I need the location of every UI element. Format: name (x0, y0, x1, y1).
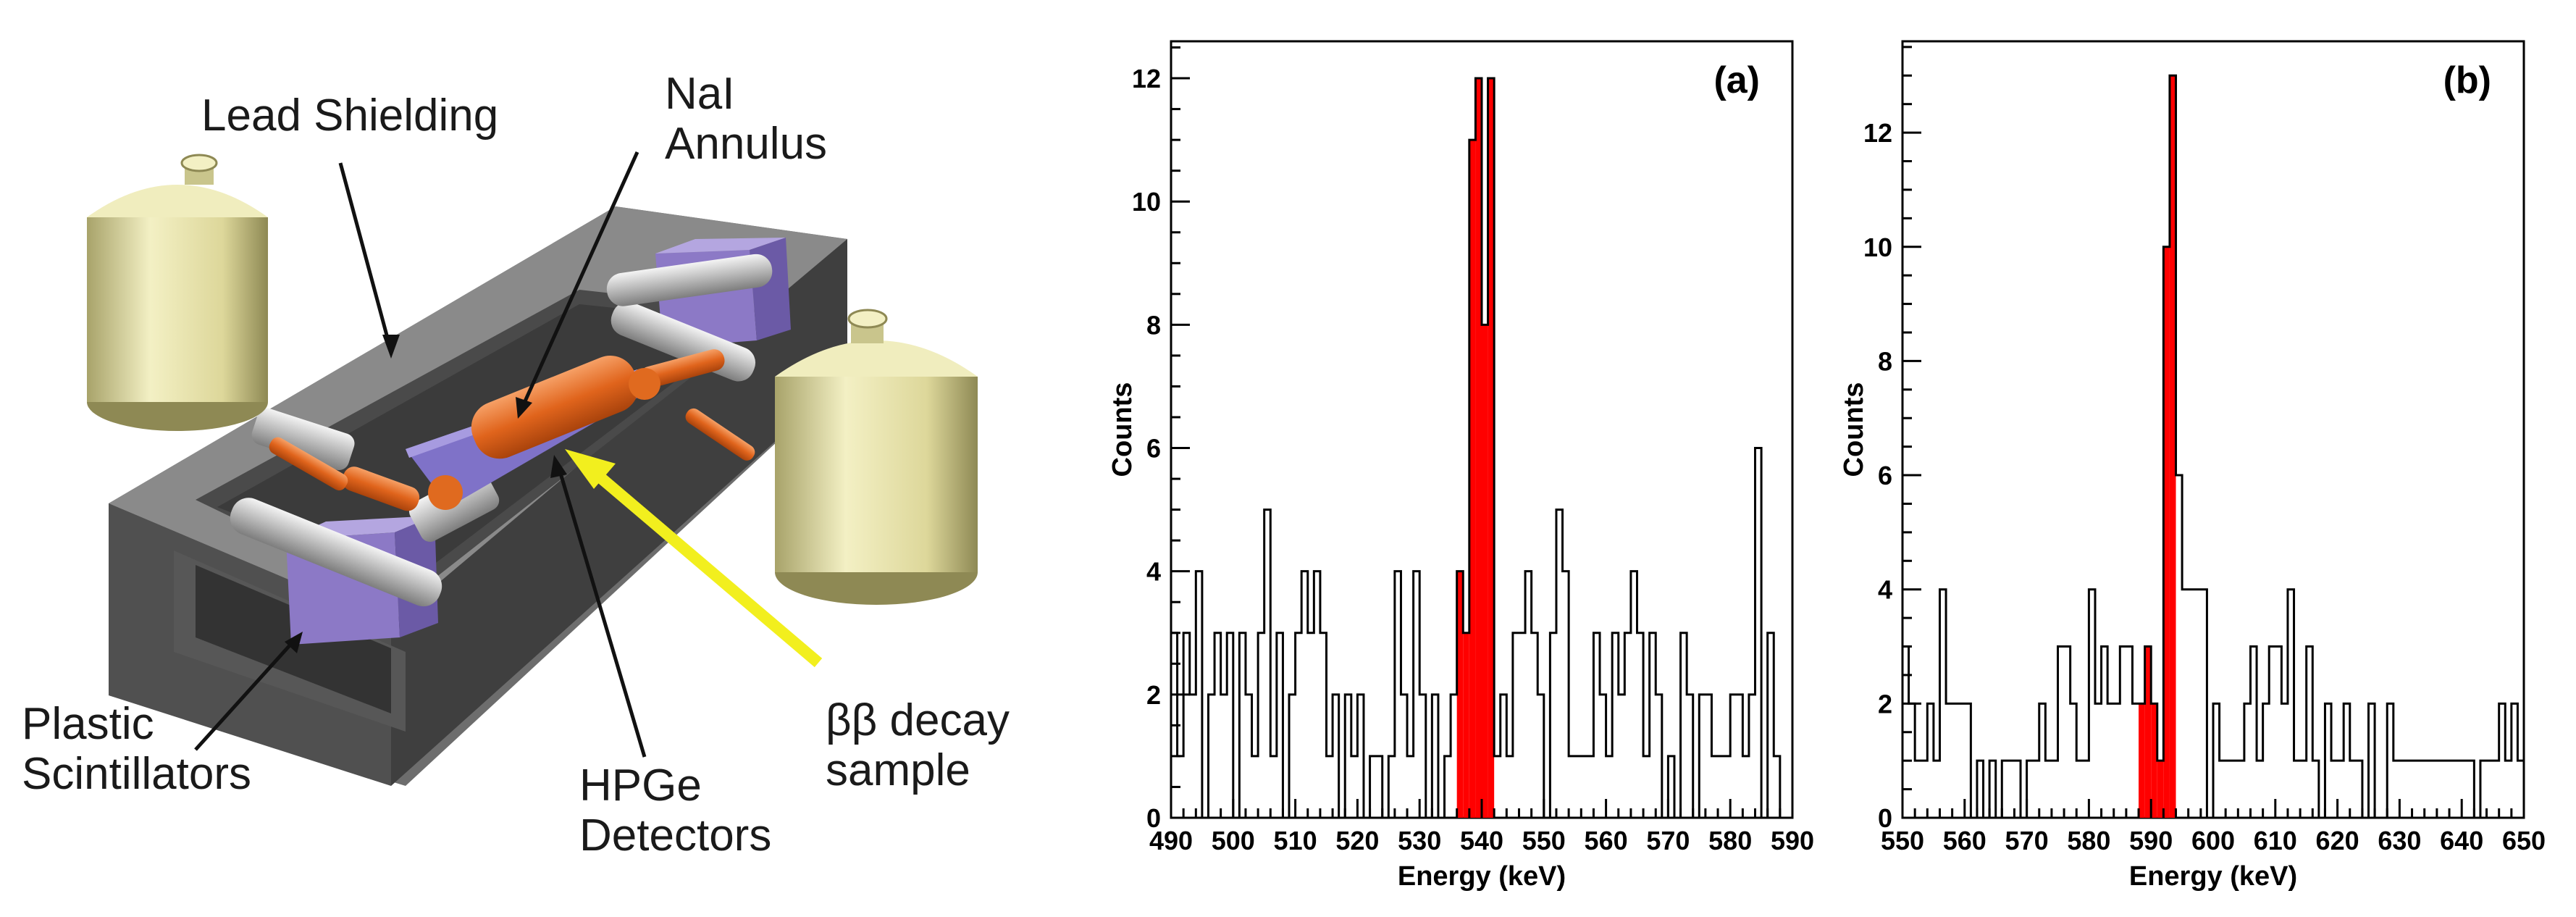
label-nai-line2: Annulus (665, 119, 828, 169)
y-tick-label-a-0: 0 (1146, 803, 1161, 833)
histogram-bin-a-539 (1475, 78, 1482, 818)
chart-panel-b: 550 560 570 580 590 600 610 620 630 640 650 0 2 4 6 8 10… (1839, 40, 2546, 892)
x-axis-label-b: Energy (keV) (2129, 861, 2297, 892)
histogram-step-line-b (1901, 74, 2525, 819)
label-lead-shielding: Lead Shielding (201, 91, 498, 141)
histogram-bin-b-591 (2157, 761, 2164, 818)
label-hpge-detectors: HPGe Detectors (579, 761, 771, 861)
y-tick-label-b-2: 2 (1878, 689, 1892, 719)
hpge-detectors (269, 349, 755, 511)
label-lead-shielding-text: Lead Shielding (201, 91, 499, 141)
dewar-left (87, 154, 268, 431)
histogram-bin-a-537 (1463, 632, 1469, 818)
panel-label-b: (b) (2443, 59, 2491, 101)
y-axis-label-a: Counts (1107, 382, 1138, 477)
x-tick-label-a-550: 550 (1522, 826, 1566, 855)
x-tick-label-b-560: 560 (1943, 826, 1986, 855)
x-tick-label-a-570: 570 (1646, 826, 1690, 855)
x-tick-label-a-590: 590 (1771, 826, 1814, 855)
y-tick-label-a-10: 10 (1132, 187, 1161, 217)
histogram-bin-b-588 (2139, 703, 2145, 818)
y-tick-label-b-12: 12 (1863, 118, 1892, 148)
x-tick-label-b-590: 590 (2129, 826, 2173, 855)
y-tick-label-b-6: 6 (1878, 461, 1892, 490)
histogram-a (1170, 77, 1792, 819)
x-tick-label-a-530: 530 (1398, 826, 1441, 855)
histogram-step-line-a (1170, 77, 1792, 819)
x-tick-label-a-520: 520 (1335, 826, 1379, 855)
callout-lines (194, 151, 647, 758)
y-tick-label-b-10: 10 (1863, 233, 1892, 262)
label-plastic-line1: Plastic (22, 699, 154, 749)
histogram-bin-a-541 (1488, 78, 1495, 818)
y-tick-label-a-8: 8 (1146, 310, 1161, 340)
histogram-bin-b-592 (2163, 246, 2170, 818)
histogram-bin-a-536 (1456, 571, 1464, 818)
axes-ticks-a: 490 500 510 520 530 540 550 560 570 580 590 0 2 4 6 8 10… (1132, 46, 1814, 855)
y-tick-label-a-12: 12 (1132, 64, 1161, 93)
histogram-bin-b-593 (2169, 75, 2176, 818)
label-nai-annulus: NaI Annulus (665, 69, 827, 169)
x-axis-label-a: Energy (keV) (1398, 861, 1566, 892)
dewar-right (775, 309, 978, 605)
histogram-bin-b-589 (2144, 646, 2152, 818)
y-tick-label-b-4: 4 (1878, 575, 1892, 605)
x-tick-label-b-580: 580 (2067, 826, 2110, 855)
y-tick-label-a-4: 4 (1146, 557, 1161, 587)
x-tick-label-a-580: 580 (1708, 826, 1752, 855)
label-nai-line1: NaI (665, 69, 735, 119)
axes-ticks-b: 550 560 570 580 590 600 610 620 630 640 650 0 2 4 6 8 10… (1863, 46, 2546, 855)
y-axis-label-b: Counts (1839, 382, 1869, 477)
x-tick-label-b-620: 620 (2316, 826, 2359, 855)
label-plastic-line2: Scintillators (22, 749, 251, 800)
x-tick-label-a-510: 510 (1274, 826, 1317, 855)
x-tick-label-a-490: 490 (1149, 826, 1193, 855)
x-tick-label-a-540: 540 (1460, 826, 1503, 855)
chart-panel-a: 490 500 510 520 530 540 550 560 570 580 590 0 2 4 6 8 10… (1107, 40, 1814, 892)
y-tick-label-b-0: 0 (1878, 803, 1892, 833)
x-tick-label-b-640: 640 (2440, 826, 2483, 855)
histogram-bin-b-590 (2151, 703, 2157, 818)
label-hpge-line2: Detectors (579, 811, 772, 861)
detector-setup-illustration (87, 151, 978, 786)
label-bb-line2: sample (826, 745, 970, 796)
histogram-bin-a-540 (1482, 324, 1488, 818)
x-tick-label-b-630: 630 (2378, 826, 2421, 855)
x-tick-label-a-500: 500 (1212, 826, 1255, 855)
x-tick-label-b-650: 650 (2502, 826, 2546, 855)
label-bb-decay-sample: ββ decay sample (826, 695, 1010, 796)
y-tick-label-b-8: 8 (1878, 346, 1892, 376)
label-plastic-scintillators: Plastic Scintillators (22, 699, 251, 800)
histogram-b (1901, 74, 2525, 819)
x-tick-label-b-610: 610 (2254, 826, 2297, 855)
x-tick-label-a-560: 560 (1585, 826, 1628, 855)
x-tick-label-b-550: 550 (1881, 826, 1924, 855)
panel-label-a: (a) (1713, 59, 1760, 101)
y-tick-label-a-6: 6 (1146, 434, 1161, 464)
label-hpge-line1: HPGe (579, 761, 702, 811)
x-tick-label-b-600: 600 (2191, 826, 2235, 855)
sample-arrow (565, 449, 823, 668)
x-tick-label-b-570: 570 (2005, 826, 2049, 855)
label-bb-line1: ββ decay (826, 695, 1010, 745)
histogram-bin-a-538 (1469, 140, 1476, 818)
y-tick-label-a-2: 2 (1146, 680, 1161, 710)
